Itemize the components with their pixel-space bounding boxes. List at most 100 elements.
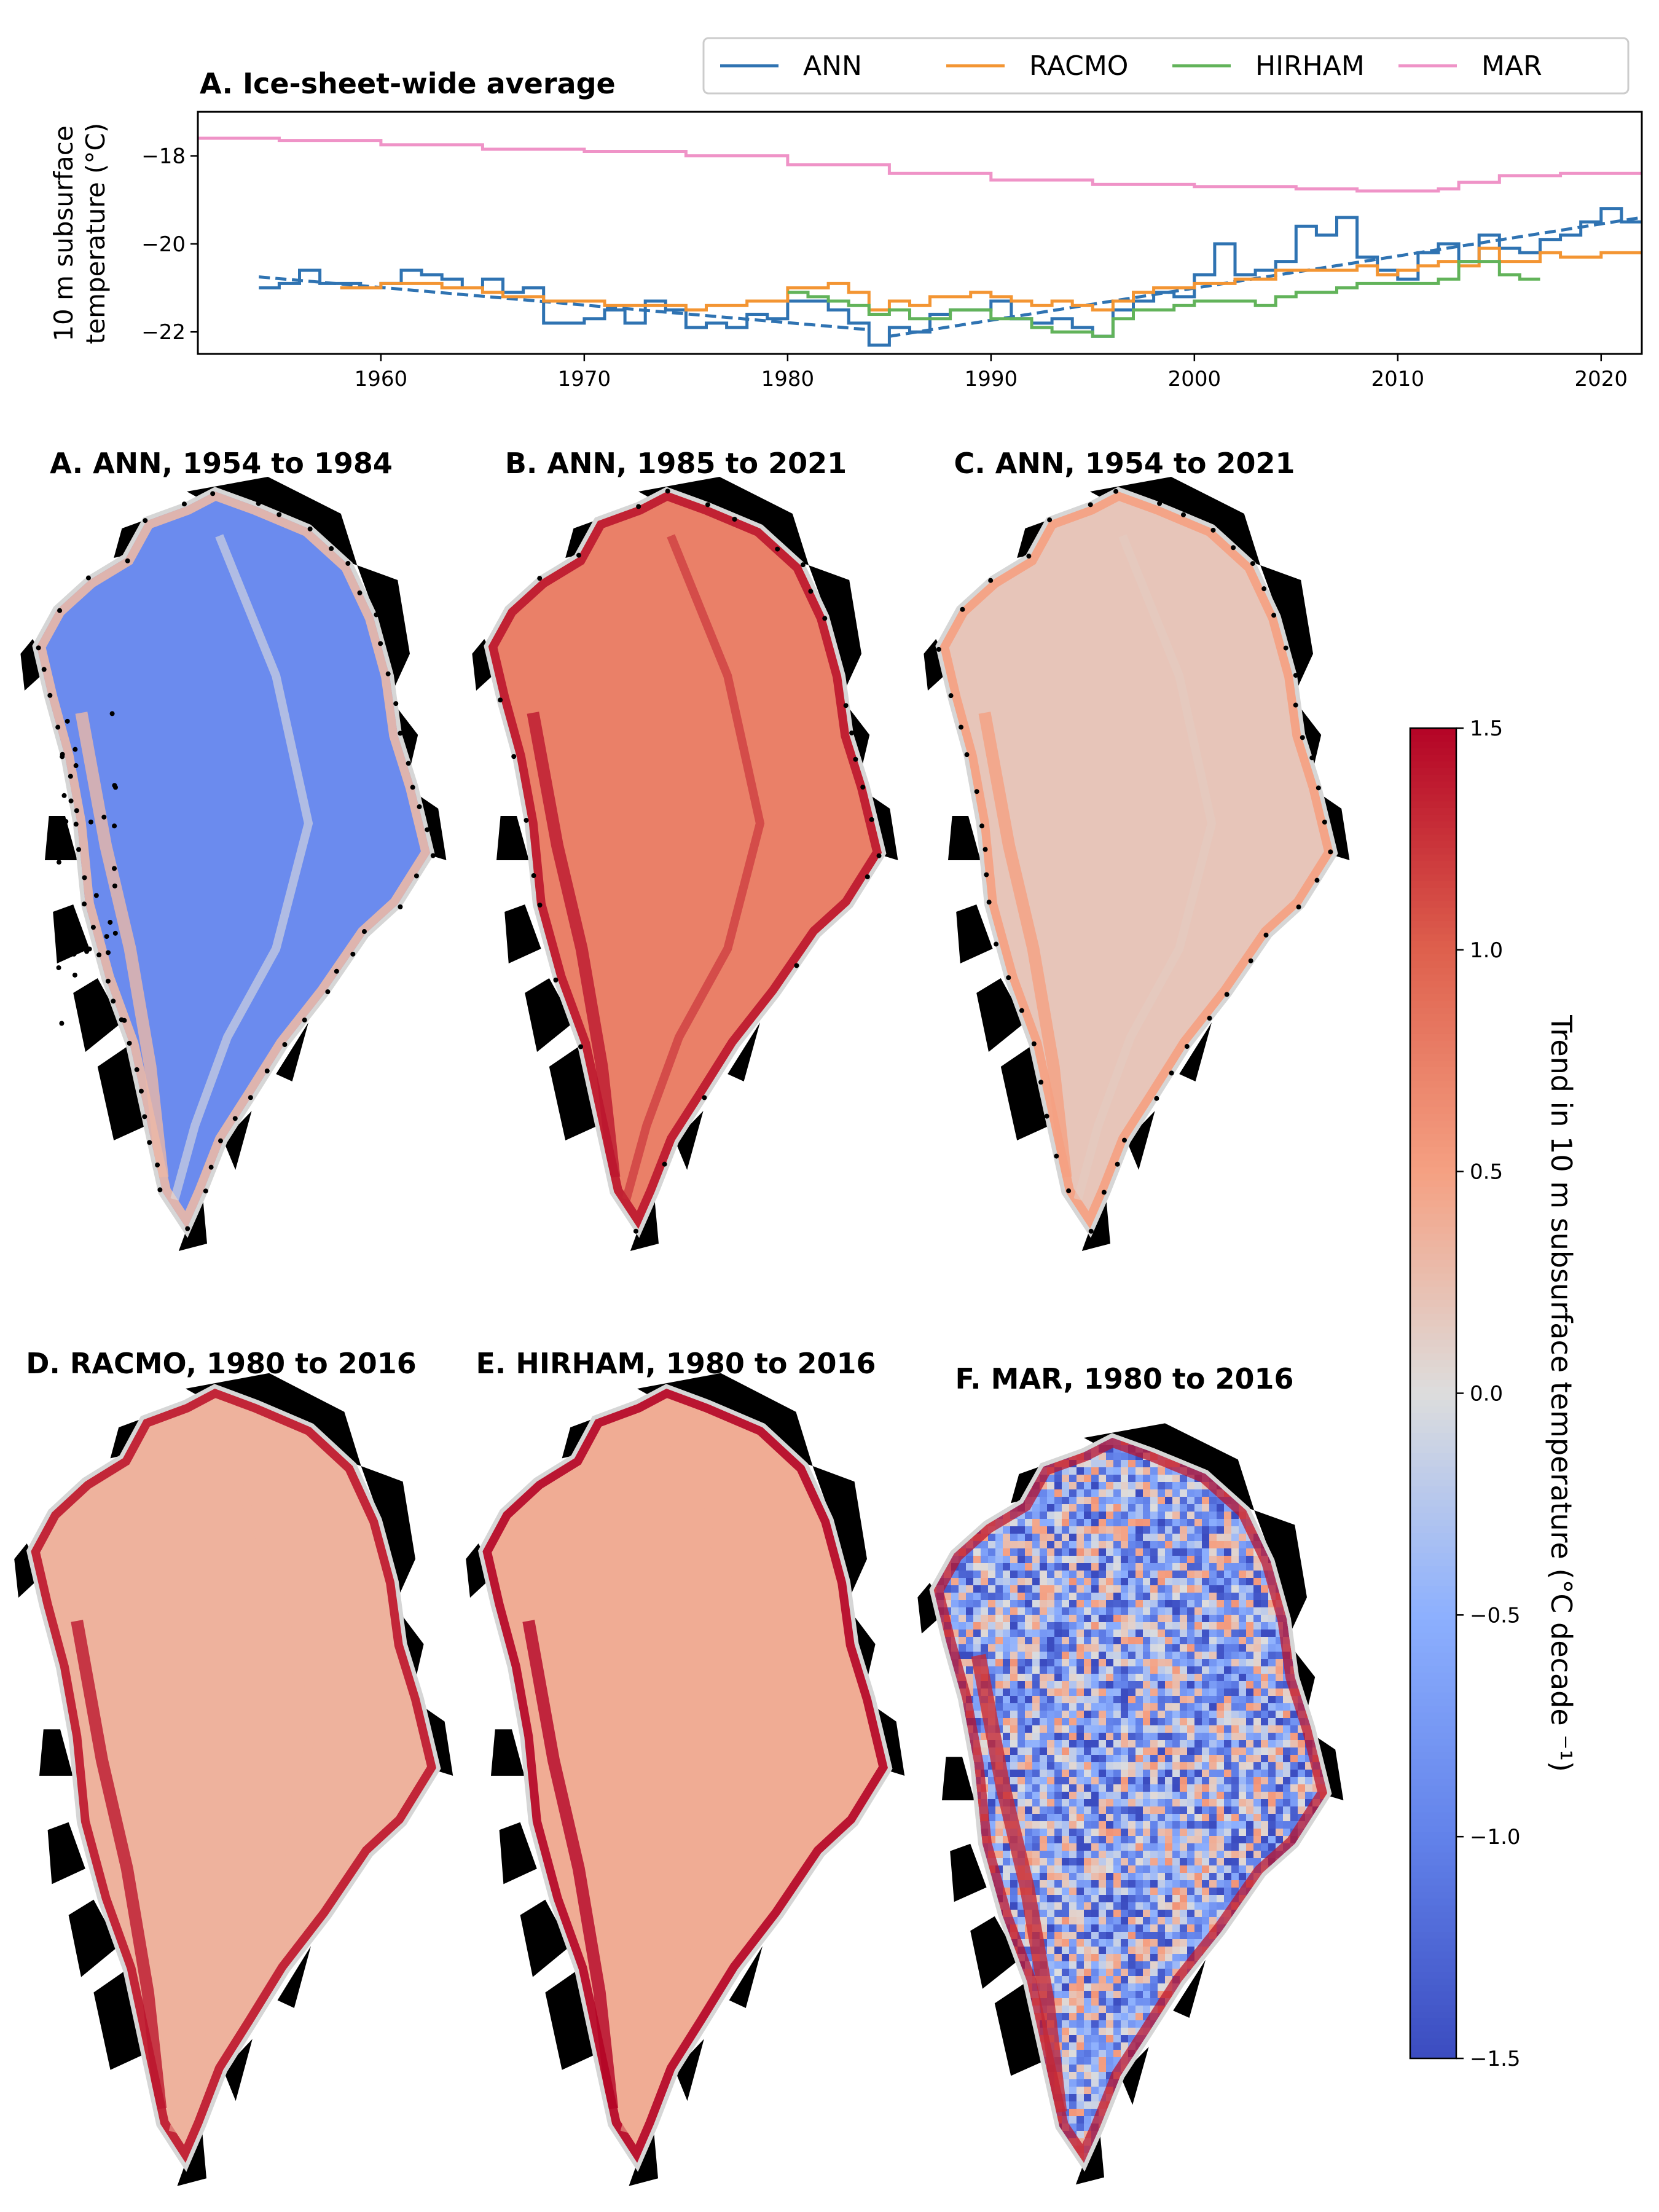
mar-pixel [1298, 1969, 1305, 1976]
mar-pixel [1246, 1865, 1253, 1873]
mar-pixel [966, 2013, 973, 2020]
mar-pixel [1121, 1829, 1128, 1836]
mar-pixel [1261, 1917, 1268, 1924]
land-mass [1254, 1510, 1307, 1641]
mar-pixel [1069, 2020, 1077, 2028]
mar-pixel [1217, 1762, 1224, 1770]
mar-pixel [1320, 1711, 1327, 1718]
mar-pixel [1246, 1607, 1253, 1615]
mar-pixel [1018, 1445, 1025, 1453]
mar-pixel [1025, 1777, 1032, 1784]
mar-pixel [1246, 1829, 1253, 1836]
mar-pixel [944, 1917, 951, 1924]
mar-pixel [1135, 1600, 1143, 1607]
mar-pixel [1135, 1512, 1143, 1519]
mar-pixel [1253, 1482, 1261, 1489]
mar-pixel [988, 1541, 995, 1548]
mar-pixel [1187, 1497, 1194, 1504]
mar-pixel [1239, 1961, 1246, 1969]
mar-pixel [1040, 1784, 1047, 1792]
mar-pixel [1253, 1843, 1261, 1851]
mar-pixel [1202, 1688, 1209, 1696]
mar-pixel [959, 1475, 966, 1482]
mar-pixel [1276, 1770, 1283, 1777]
mar-pixel [973, 1460, 981, 1467]
mar-pixel [936, 1770, 944, 1777]
mar-pixel [1069, 1674, 1077, 1681]
mar-pixel [1165, 1548, 1172, 1556]
mar-pixel [1032, 1622, 1040, 1630]
mar-pixel [1077, 2035, 1084, 2042]
stipple-dot [210, 491, 216, 496]
mar-pixel [951, 2050, 959, 2057]
mar-pixel [1253, 1644, 1261, 1652]
mar-pixel [988, 1659, 995, 1666]
mar-pixel [1054, 1961, 1062, 1969]
mar-pixel [1106, 1681, 1113, 1688]
mar-pixel [1150, 1571, 1158, 1578]
mar-pixel [1091, 1939, 1099, 1947]
mar-pixel [1054, 1556, 1062, 1563]
mar-pixel [1069, 1541, 1077, 1548]
mar-pixel [1077, 1836, 1084, 1843]
mar-pixel [1202, 1784, 1209, 1792]
stipple-dot [860, 785, 866, 790]
mar-pixel [1253, 2013, 1261, 2020]
mar-pixel [933, 2042, 936, 2050]
mar-pixel [1261, 1630, 1268, 1637]
mar-pixel [933, 1939, 936, 1947]
mar-pixel [1290, 1895, 1298, 1902]
mar-pixel [1165, 1666, 1172, 1674]
mar-pixel [1062, 2035, 1069, 2042]
mar-pixel [1150, 1843, 1158, 1851]
mar-pixel [1032, 1836, 1040, 1843]
mar-pixel [1202, 1548, 1209, 1556]
y-tick-label: −20 [141, 232, 186, 257]
mar-pixel [933, 2006, 936, 2013]
mar-pixel [1217, 1578, 1224, 1585]
mar-pixel [1202, 1843, 1209, 1851]
mar-pixel [1217, 1666, 1224, 1674]
mar-pixel [959, 1482, 966, 1489]
mar-pixel [1054, 1924, 1062, 1932]
mar-pixel [959, 2020, 966, 2028]
mar-pixel [1099, 1666, 1106, 1674]
mar-pixel [1135, 1556, 1143, 1563]
mar-pixel [1091, 1888, 1099, 1895]
mar-pixel [1099, 1858, 1106, 1865]
mar-pixel [1217, 1895, 1224, 1902]
x-tick-label: 2000 [1168, 367, 1222, 391]
mar-pixel [1143, 1659, 1150, 1666]
mar-pixel [1025, 1733, 1032, 1740]
mar-pixel [1224, 1659, 1231, 1666]
mar-pixel [1084, 1571, 1091, 1578]
mar-pixel [1150, 1637, 1158, 1644]
mar-pixel [951, 2013, 959, 2020]
mar-pixel [988, 1784, 995, 1792]
mar-pixel [1239, 1821, 1246, 1829]
mar-pixel [944, 2042, 951, 2050]
mar-pixel [981, 2050, 988, 2057]
stipple-dot [125, 558, 130, 563]
mar-pixel [1312, 1467, 1320, 1475]
stipple-dot [55, 724, 61, 730]
mar-pixel [1003, 1622, 1010, 1630]
mar-pixel [1025, 1843, 1032, 1851]
mar-pixel [1010, 1445, 1018, 1453]
x-tick-label: 2010 [1371, 367, 1425, 391]
mar-pixel [1062, 1652, 1069, 1659]
mar-pixel [1106, 1969, 1113, 1976]
mar-pixel [973, 1917, 981, 1924]
mar-pixel [951, 1954, 959, 1961]
stipple-dot [108, 920, 113, 925]
mar-pixel [1158, 1681, 1165, 1688]
mar-pixel [1312, 2013, 1320, 2020]
mar-pixel [1180, 1534, 1187, 1541]
mar-pixel [1010, 1777, 1018, 1784]
mar-pixel [1158, 1733, 1165, 1740]
mar-pixel [1224, 1438, 1231, 1445]
mar-pixel [1217, 1615, 1224, 1622]
mar-pixel [1054, 1939, 1062, 1947]
series-line-ann [259, 207, 1642, 347]
mar-pixel [1099, 1630, 1106, 1637]
